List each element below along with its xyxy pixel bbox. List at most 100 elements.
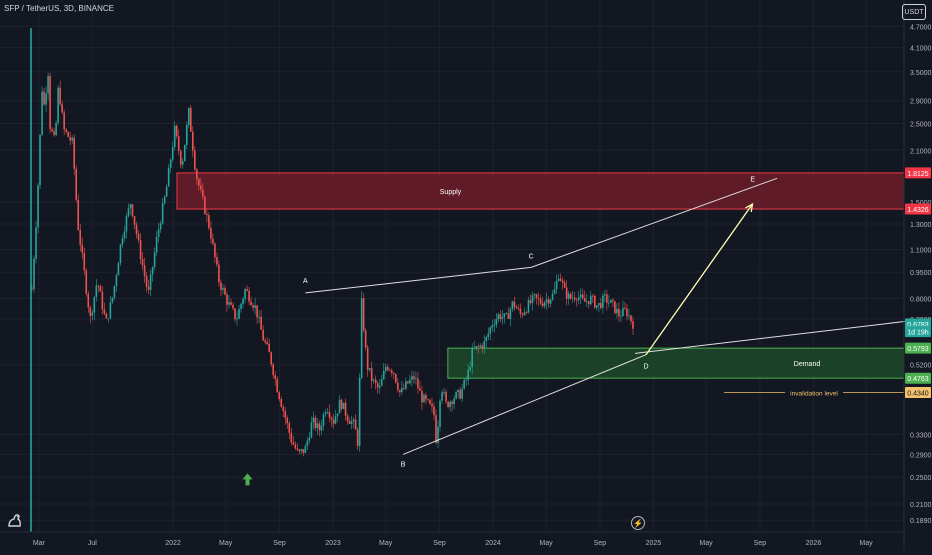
candle-body bbox=[77, 199, 80, 230]
candle-body bbox=[300, 449, 303, 452]
candle-body bbox=[527, 300, 530, 313]
y-tick-label: 2.5000 bbox=[910, 122, 932, 129]
candle-body bbox=[372, 379, 375, 381]
candle-body bbox=[198, 179, 200, 186]
lightning-icon[interactable]: ⚡ bbox=[631, 516, 645, 530]
candle-body bbox=[143, 265, 146, 276]
candle-body bbox=[240, 303, 242, 310]
candle-body bbox=[298, 449, 301, 452]
price-tag-supply bbox=[905, 167, 931, 179]
candle-body bbox=[401, 388, 403, 393]
candle-body bbox=[330, 417, 333, 420]
candle-body bbox=[266, 342, 268, 345]
y-tick-label: 1.5000 bbox=[910, 200, 932, 207]
candle-body bbox=[49, 76, 51, 130]
candle-body bbox=[565, 287, 568, 299]
candle-body bbox=[264, 340, 266, 343]
candle-body bbox=[581, 294, 584, 299]
candle-body bbox=[395, 374, 397, 383]
candle-body bbox=[417, 378, 419, 389]
candle-body bbox=[393, 373, 395, 375]
invalidation-label-bg bbox=[785, 387, 843, 398]
candle-body bbox=[177, 136, 180, 151]
candle-body bbox=[280, 399, 283, 407]
candle-body bbox=[117, 263, 120, 276]
candle-body bbox=[336, 413, 339, 417]
candle-body bbox=[91, 312, 94, 316]
candle-body bbox=[93, 296, 96, 313]
candle-body bbox=[73, 137, 76, 169]
candle-body bbox=[356, 429, 359, 446]
candle-body bbox=[33, 258, 35, 290]
candle-body bbox=[386, 366, 389, 370]
candle-body bbox=[43, 91, 45, 105]
candle-body bbox=[155, 236, 158, 253]
candle-body bbox=[523, 312, 526, 315]
price-tag-demand bbox=[905, 342, 931, 354]
candle-body bbox=[497, 314, 500, 320]
candle-body bbox=[628, 315, 630, 317]
price-axis: 4.7000 4.1000 3.5000 2.9000 2.5000 2.1000 1.50… bbox=[903, 0, 932, 550]
price-tag-label: 1d 19h bbox=[907, 330, 929, 337]
x-tick-label: 2026 bbox=[806, 540, 822, 547]
candle-body bbox=[258, 316, 260, 318]
candle-body bbox=[218, 264, 220, 283]
candle-body bbox=[51, 129, 53, 132]
candle-body bbox=[224, 288, 226, 295]
candle-body bbox=[368, 368, 371, 370]
x-tick-label: Jul bbox=[88, 540, 97, 547]
y-tick-label: 0.2500 bbox=[910, 475, 932, 482]
x-tick-label: May bbox=[539, 540, 553, 547]
candle-body bbox=[115, 275, 118, 286]
candle-body bbox=[206, 213, 208, 216]
candle-body bbox=[350, 421, 353, 424]
candle-body bbox=[244, 289, 246, 299]
candle-body bbox=[382, 370, 385, 380]
candle-body bbox=[286, 417, 289, 424]
candle-body bbox=[547, 299, 550, 304]
candle-body bbox=[419, 388, 421, 391]
candle-body bbox=[320, 425, 323, 431]
candle-body bbox=[366, 347, 369, 370]
candle-body bbox=[113, 285, 116, 298]
candle-body bbox=[121, 238, 124, 245]
x-tick-label: Sep bbox=[433, 540, 446, 547]
candle-body bbox=[39, 134, 41, 186]
candle-body bbox=[151, 266, 154, 275]
candle-body bbox=[573, 297, 576, 300]
candle-body bbox=[499, 314, 502, 320]
candle-body bbox=[57, 87, 59, 123]
candle-body bbox=[521, 313, 524, 315]
candle-body bbox=[348, 421, 351, 424]
candle-body bbox=[399, 389, 401, 393]
candle-body bbox=[545, 299, 548, 303]
candle-body bbox=[101, 291, 104, 310]
candle-body bbox=[71, 137, 74, 141]
candle-body bbox=[483, 340, 486, 349]
candle-body bbox=[69, 137, 71, 141]
candle-body bbox=[99, 286, 102, 292]
candle-body bbox=[326, 412, 329, 413]
candle-body bbox=[622, 307, 624, 317]
x-tick-label: May bbox=[859, 540, 873, 547]
candle-body bbox=[433, 406, 435, 416]
candle-body bbox=[194, 150, 196, 170]
candle-body bbox=[65, 129, 67, 132]
candle-body bbox=[53, 131, 55, 136]
candle-body bbox=[533, 294, 536, 296]
candle-body bbox=[81, 244, 84, 253]
candle-body bbox=[577, 297, 580, 301]
candle-body bbox=[555, 280, 558, 290]
candle-body bbox=[346, 415, 349, 422]
candle-body bbox=[242, 298, 244, 304]
candle-body bbox=[145, 275, 148, 287]
candle-body bbox=[83, 252, 86, 271]
candle-body bbox=[75, 168, 78, 200]
currency-button[interactable]: USDT bbox=[902, 4, 926, 20]
candle-body bbox=[591, 295, 594, 297]
candle-body bbox=[477, 346, 480, 347]
y-tick-label: 0.2900 bbox=[910, 452, 932, 459]
price-tag-label: 1.4326 bbox=[907, 207, 929, 214]
trendline bbox=[634, 320, 907, 354]
